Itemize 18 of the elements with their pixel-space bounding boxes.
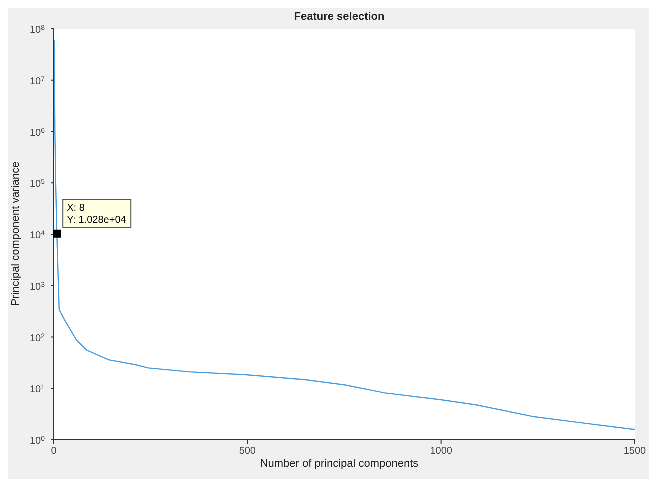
y-tick-label: 10$^{2}$	[30, 332, 46, 344]
y-tick-label: 10$^{1}$	[30, 384, 46, 396]
y-tick-label: 10$^{4}$	[30, 230, 46, 242]
line-series	[53, 40, 635, 430]
y-axis-title: Principal component variance	[10, 162, 22, 306]
y-tick-label: 10$^{5}$	[30, 178, 46, 190]
x-tick-label: 0	[51, 446, 58, 458]
x-tick-label: 1000	[430, 446, 453, 458]
y-tick-label: 10$^{6}$	[30, 127, 46, 139]
y-tick-label: 10$^{7}$	[30, 76, 46, 88]
chart-title: Feature selection	[293, 11, 386, 23]
y-tick-label: 10$^{0}$	[30, 436, 46, 447]
y-tick-label: 10$^{8}$	[30, 24, 46, 36]
y-tick-label: 10$^{3}$	[30, 281, 46, 293]
x-tick-label: 1500	[624, 446, 647, 458]
x-tick-label: 500	[239, 446, 256, 458]
annotation: X: 8 Y: 1.028e+04	[67, 202, 127, 226]
x-axis-title: Number of principal components	[259, 458, 420, 470]
